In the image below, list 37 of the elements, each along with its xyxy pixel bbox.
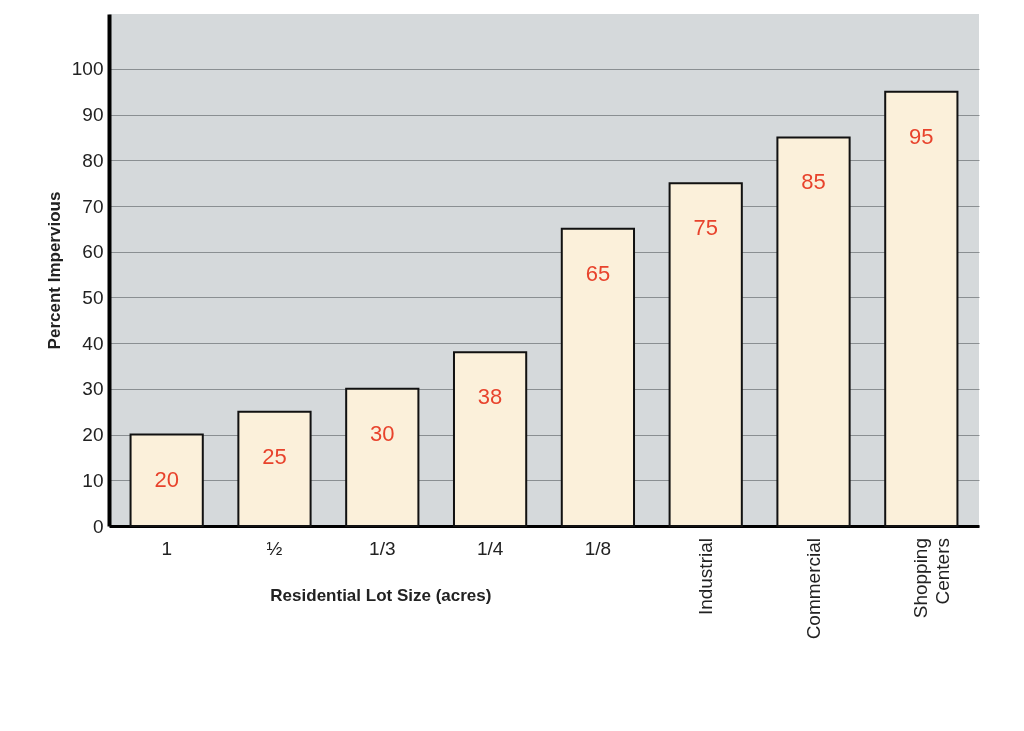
bar [776, 136, 851, 527]
data-label: 65 [585, 260, 611, 286]
y-tick-label: 10 [82, 469, 104, 491]
data-label: 85 [801, 169, 826, 195]
data-label: 30 [370, 420, 395, 446]
x-tick-label: Shopping Centers [910, 538, 954, 619]
y-tick-label: 30 [82, 378, 104, 400]
y-tick-label: 40 [82, 332, 104, 354]
data-label: 25 [262, 443, 287, 469]
x-axis-title: Residential Lot Size (acres) [270, 586, 492, 605]
data-label: 95 [909, 123, 934, 149]
x-tick-label: 1 [161, 538, 172, 559]
y-tick-label: 100 [71, 58, 104, 80]
y-tick-label: 80 [82, 149, 104, 171]
x-tick-label: 1/8 [584, 538, 612, 559]
data-label: 38 [477, 384, 503, 410]
y-tick-label: 60 [82, 241, 104, 263]
y-tick-label: 0 [92, 515, 104, 537]
bar [129, 433, 204, 527]
x-tick-label: 1/4 [476, 538, 504, 559]
bar [345, 387, 420, 527]
bar [452, 351, 528, 527]
y-tick-label: 90 [82, 104, 104, 126]
y-axis-title: Percent Impervious [44, 191, 64, 350]
y-tick-label: 70 [82, 195, 104, 217]
x-tick-label: ½ [266, 538, 283, 559]
x-tick-label: Commercial [802, 538, 824, 640]
bar [884, 90, 959, 527]
x-tick-label: Industrial [694, 538, 716, 616]
bar [237, 410, 312, 527]
bar [668, 182, 743, 527]
data-label: 20 [154, 466, 179, 492]
y-tick-label: 50 [82, 286, 104, 308]
x-tick-label: 1/3 [369, 538, 396, 559]
data-label: 75 [693, 215, 718, 241]
y-tick-label: 20 [82, 424, 104, 446]
bar [560, 227, 636, 527]
